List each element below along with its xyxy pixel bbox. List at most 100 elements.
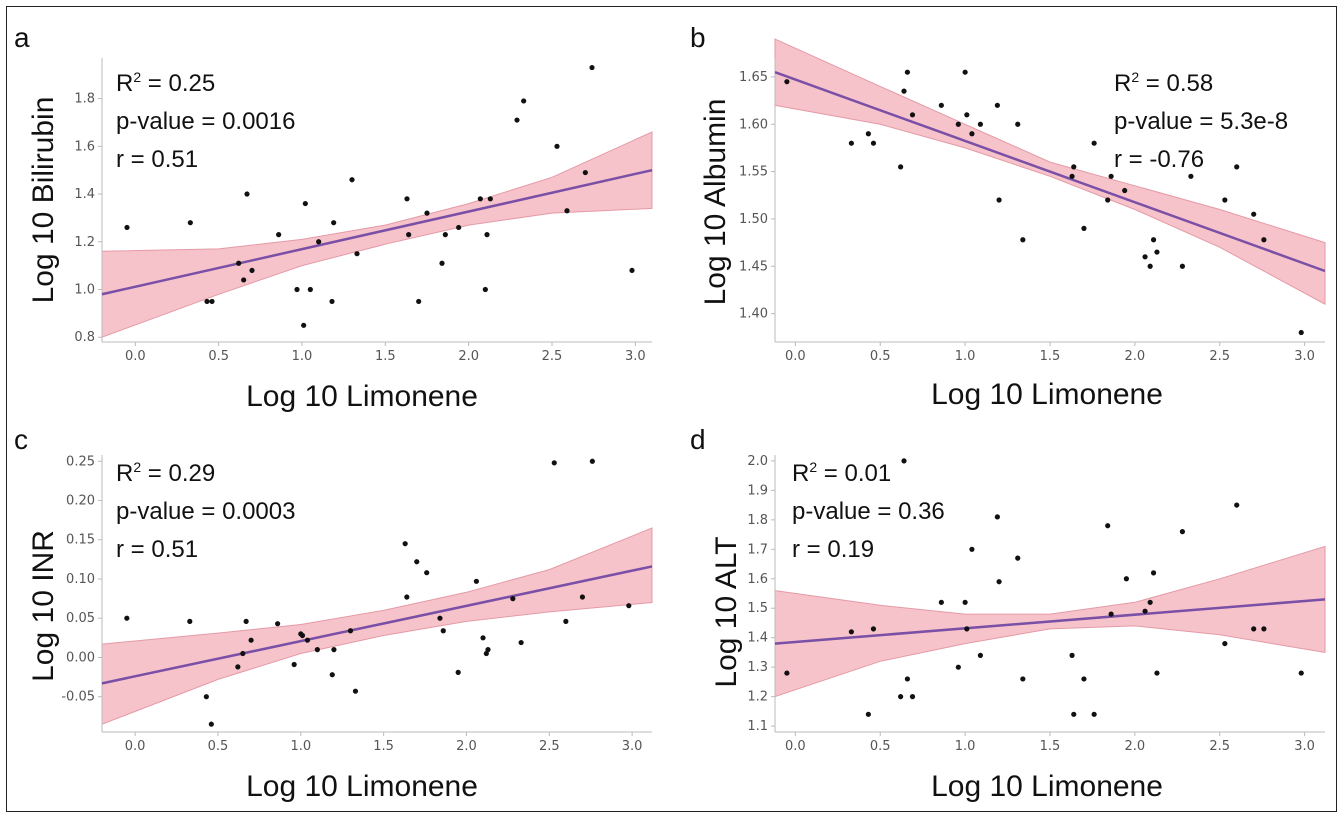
data-point-b (996, 197, 1002, 203)
data-point-c (518, 639, 524, 646)
data-point-a (554, 143, 560, 149)
data-point-d (870, 626, 877, 632)
y-tick-label-b: 1.45 (739, 259, 768, 274)
r-value-a: r = 0.51 (116, 146, 199, 173)
data-point-d (1298, 670, 1304, 676)
y-tick-label-d: 1.6 (747, 572, 768, 587)
p-value-d: p-value = 0.36 (792, 498, 945, 525)
data-point-b (938, 102, 944, 108)
x-tick-label-a: 0.5 (208, 349, 229, 364)
data-point-b (1108, 173, 1114, 179)
data-point-a (244, 191, 250, 197)
x-tick-label-a: 2.0 (458, 349, 479, 364)
data-point-a (331, 220, 337, 226)
x-tick-label-d: 2.0 (1125, 739, 1146, 754)
y-tick-label-d: 1.3 (747, 660, 768, 675)
data-point-a (124, 224, 130, 231)
data-point-a (307, 286, 313, 293)
data-point-d (994, 514, 1000, 520)
x-axis-label-c: Log 10 Limonene (246, 770, 478, 803)
y-tick-label-b: 1.65 (739, 70, 768, 85)
data-point-c (480, 635, 486, 641)
scatter-plot-b: 0.0 0.5 1.0 1.5 2.0 2.5 3.0 1.40 1.45 1.50 1.55 1.6… (739, 38, 1326, 364)
data-point-d (1147, 599, 1153, 605)
data-point-a (582, 169, 588, 176)
x-tick-label-a: 0.0 (125, 349, 146, 364)
data-point-d (1108, 611, 1114, 617)
x-tick-label-d: 1.0 (955, 739, 976, 754)
data-point-d (1091, 711, 1097, 717)
data-point-d (1020, 676, 1026, 682)
stats-box-b: R2 = 0.58 p-value = 5.3e-8 r = -0.76 (1114, 58, 1288, 179)
data-point-c (314, 647, 320, 653)
y-tick-label-b: 1.40 (739, 307, 768, 322)
data-point-d (848, 629, 854, 635)
data-point-b (969, 131, 975, 137)
data-point-c (329, 672, 335, 678)
data-point-d (1150, 570, 1157, 576)
data-point-c (352, 688, 359, 694)
data-point-b (977, 121, 984, 127)
x-axis-label-a: Log 10 Limonene (246, 380, 478, 413)
data-point-b (1261, 237, 1267, 243)
data-point-b (870, 140, 877, 146)
y-tick-label-c: 0.20 (66, 494, 95, 509)
data-point-c (331, 647, 337, 653)
x-tick-label-c: 1.5 (373, 739, 394, 754)
data-point-c (248, 637, 254, 643)
data-point-c (414, 559, 420, 565)
data-point-a (487, 196, 493, 202)
data-point-c (483, 650, 489, 657)
y-tick-label-a: 1.2 (74, 235, 95, 250)
data-point-d (898, 694, 904, 700)
data-point-d (964, 626, 970, 632)
data-point-b (784, 79, 790, 85)
data-point-b (1091, 140, 1097, 146)
data-point-d (977, 652, 984, 658)
data-point-d (1142, 608, 1148, 614)
data-point-d (1222, 640, 1228, 647)
data-point-c (299, 632, 306, 639)
data-point-d (784, 670, 790, 676)
data-point-a (406, 232, 412, 238)
stats-box-a: R2 = 0.25 p-value = 0.0016 r = 0.51 (116, 58, 295, 179)
data-point-c (240, 650, 246, 657)
y-tick-label-d: 2.0 (747, 454, 768, 469)
regression-line-a (101, 168, 653, 296)
data-point-a (302, 200, 308, 207)
data-point-c (485, 647, 491, 653)
data-point-d (1251, 626, 1257, 632)
data-point-c (626, 603, 632, 609)
data-point-c (437, 615, 443, 621)
data-point-a (482, 286, 488, 293)
stats-box-c: R2 = 0.29 p-value = 0.0003 r = 0.51 (116, 448, 295, 569)
data-point-c (304, 637, 311, 643)
data-point-c (347, 628, 354, 634)
x-tick-label-d: 0.0 (785, 739, 806, 754)
data-point-d (1015, 555, 1021, 561)
data-point-b (1188, 173, 1194, 179)
data-point-b (904, 69, 911, 75)
data-point-b (1298, 329, 1304, 336)
data-point-b (1222, 197, 1228, 203)
x-tick-label-a: 3.0 (625, 349, 646, 364)
x-tick-label-b: 2.0 (1125, 349, 1146, 364)
data-point-d (1071, 711, 1077, 717)
x-tick-label-d: 0.5 (870, 739, 891, 754)
data-point-b (1234, 164, 1240, 170)
data-point-b (1142, 254, 1148, 260)
data-point-c (402, 541, 408, 547)
x-tick-label-c: 1.0 (290, 739, 311, 754)
stats-box-d: R2 = 0.01 p-value = 0.36 r = 0.19 (792, 448, 945, 569)
data-point-d (1261, 626, 1267, 632)
x-tick-label-c: 2.0 (456, 739, 477, 754)
r-value-b: r = -0.76 (1114, 146, 1205, 173)
panel-letter-d: d (690, 424, 706, 455)
data-point-c (579, 594, 586, 600)
x-axis-label-d: Log 10 Limonene (931, 770, 1163, 803)
scatter-plot-a: 0.0 0.5 1.0 1.5 2.0 2.5 3.0 0.8 1.0 1.2 1.4 1.6 1.8 (74, 58, 653, 364)
data-point-d (1123, 576, 1129, 582)
x-tick-label-a: 2.5 (542, 349, 563, 364)
data-point-b (898, 164, 904, 170)
